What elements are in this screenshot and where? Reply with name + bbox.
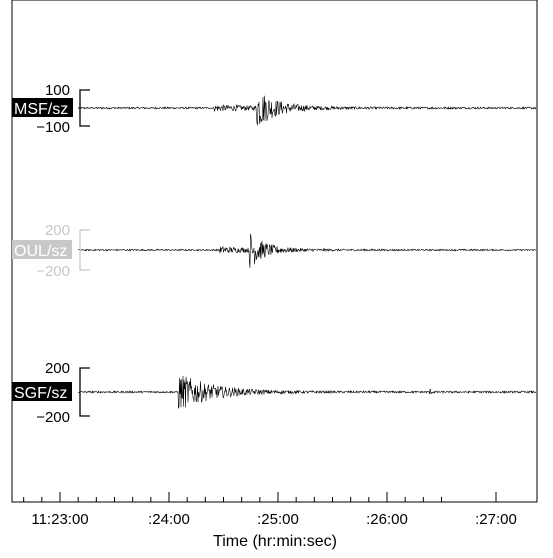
x-tick-label: :24:00 bbox=[148, 511, 190, 528]
station-label: MSF/sz bbox=[12, 98, 73, 118]
scale-tick-label: 200 bbox=[45, 222, 70, 239]
trace-msf-sz bbox=[77, 95, 537, 126]
x-tick-label: :26:00 bbox=[366, 511, 408, 528]
scale-bracket bbox=[79, 89, 90, 127]
station-label-text: SGF/sz bbox=[14, 385, 67, 402]
trace-sgf-sz bbox=[77, 375, 536, 409]
x-tick-label: :25:00 bbox=[257, 511, 299, 528]
scale-tick-label: −200 bbox=[36, 409, 70, 426]
station-label-box bbox=[12, 240, 72, 259]
x-tick-label: 11:23:00 bbox=[31, 511, 88, 528]
scale-tick-label: 200 bbox=[45, 360, 70, 377]
station-label-text: OUL/sz bbox=[14, 243, 67, 260]
scale-bracket bbox=[79, 229, 90, 271]
trace-oul-sz bbox=[77, 233, 537, 268]
station-label-box bbox=[12, 382, 72, 401]
station-label: OUL/sz bbox=[12, 240, 72, 260]
station-label-text: MSF/sz bbox=[14, 101, 68, 118]
scale-bracket bbox=[79, 367, 90, 417]
x-axis-label: Time (hr:min:sec) bbox=[213, 533, 337, 550]
x-tick-label: :27:00 bbox=[475, 511, 517, 528]
scale-tick-label: −100 bbox=[36, 119, 70, 136]
scale-tick-label: −200 bbox=[36, 263, 70, 280]
plot-frame bbox=[11, 0, 538, 503]
station-label-box bbox=[12, 98, 73, 117]
scale-tick-label: 100 bbox=[45, 82, 70, 99]
station-label: SGF/sz bbox=[12, 382, 72, 402]
